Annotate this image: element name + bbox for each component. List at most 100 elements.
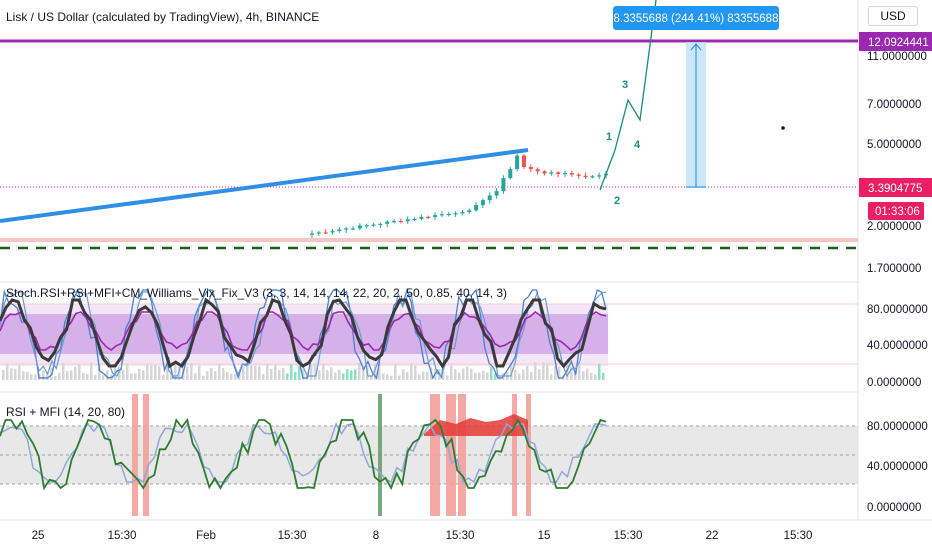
stoch-pane-title: Stoch.RSI+RSI+MFI+CM_Williams_Vix_Fix_V3… [6,286,507,300]
vix-bar [242,367,245,380]
vix-bar [302,368,305,380]
vix-bar [594,374,597,380]
vix-bar [322,364,325,380]
vix-bar [334,372,337,380]
vix-bar [246,366,249,380]
price-tick: 1.7000000 [867,263,921,275]
vix-bar [414,365,417,380]
vix-bar [298,366,301,380]
vix-bar [422,371,425,380]
candle-body [494,191,499,196]
vix-bar [462,368,465,380]
price-tick: 2.0000000 [867,221,921,233]
vix-bar [558,366,561,380]
vix-bar [262,374,265,380]
time-tick: 25 [32,530,45,542]
candle-body [480,200,485,206]
stoch-tick: 40.0000000 [867,340,928,352]
candle-body [344,228,349,230]
vix-bar [210,367,213,380]
price-tick: 7.0000000 [867,99,921,111]
vix-bar [354,369,357,380]
vix-bar [314,363,317,380]
vix-bar [390,375,393,380]
wave-label-2: 2 [614,195,620,207]
vix-bar [266,364,269,380]
candle-body [392,220,397,223]
vix-bar [126,363,129,380]
vix-bar [154,364,157,380]
wave-label-4: 4 [634,139,641,151]
vix-bar [290,364,293,380]
vix-bar [602,372,605,380]
vix-bar [522,369,525,380]
vix-bar [30,374,33,380]
measure-tooltip [613,6,779,30]
vix-bar [346,369,349,380]
vix-bar [398,375,401,380]
vix-bar [106,370,109,380]
rsi-signal-bar [378,394,382,516]
candle-body [501,178,506,192]
vix-bar [198,365,201,380]
time-tick: 15:30 [108,530,137,542]
vix-bar [370,375,373,380]
vix-bar [410,362,413,380]
price-axis[interactable]: 11.0000000 7.0000000 5.0000000 2.0000000… [859,32,932,514]
stoch-tick: 0.0000000 [867,377,921,389]
vix-bar [202,375,205,380]
vix-bar [426,371,429,380]
vix-bar [22,371,25,380]
vix-bar [258,366,261,380]
vix-bar [2,369,5,380]
vix-bar [86,373,89,380]
vix-bar [218,363,221,380]
stoch-rsi-line [0,297,607,369]
mfi-line [0,422,607,484]
vix-bar [82,372,85,380]
vix-bar [66,371,69,380]
rsi-signal-bar [458,394,466,516]
price-label-resistance [859,32,932,51]
vix-bar [166,365,169,380]
vix-bar [590,372,593,380]
time-tick: Feb [196,530,216,542]
candle-body [460,212,465,214]
candle-body [453,213,458,215]
countdown-label [868,202,924,220]
vix-bar [214,371,217,380]
vix-bar [226,371,229,380]
time-tick: 15 [538,530,551,542]
vix-bar [474,372,477,380]
vix-bar [446,375,449,380]
candle-body [569,173,574,175]
vix-bar [454,369,457,380]
support-zone [0,238,858,242]
vix-bar [54,375,57,380]
vix-bar [406,371,409,380]
vix-bar [510,362,513,380]
time-axis[interactable]: 25 15:30 Feb 15:30 8 15:30 15 15:30 22 1… [32,530,813,542]
vix-bar [530,372,533,380]
candle-body [467,210,472,213]
vix-bar [134,373,137,380]
vix-bar [326,370,329,380]
candle-body [310,233,314,235]
trend-line [0,148,529,223]
vix-bar [418,374,421,380]
vix-bar [158,366,161,380]
candle-body [556,172,561,174]
candle-body [426,216,431,219]
vix-bar [358,362,361,380]
candle-body [515,155,520,170]
candle-body [316,232,321,234]
vix-bar [178,367,181,380]
rsi-line [0,417,607,491]
currency-selector[interactable]: USD [868,6,918,26]
vix-bar [234,374,237,380]
vix-bar [566,363,569,380]
vix-bar [14,368,17,380]
vix-bar [282,368,285,380]
vix-bar [490,367,493,380]
